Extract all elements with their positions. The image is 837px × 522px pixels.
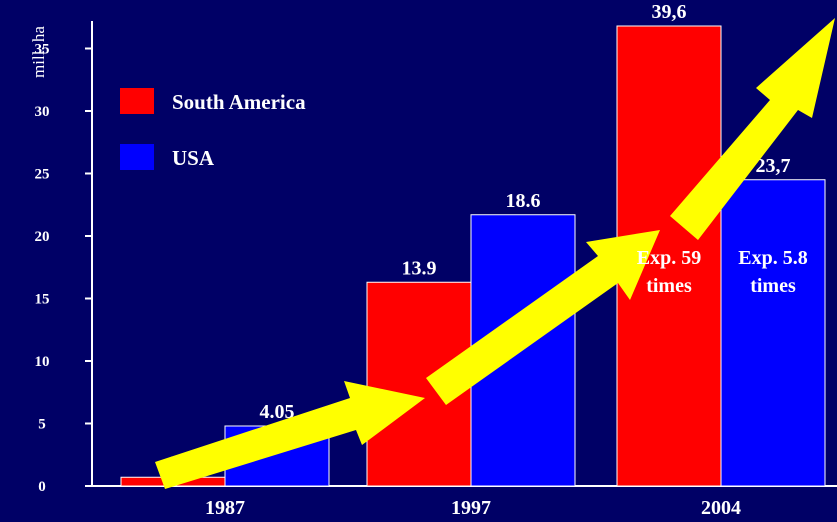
data-label: 13.9: [402, 257, 437, 279]
legend-swatch: [120, 144, 154, 170]
legend-label: South America: [172, 90, 306, 114]
trend-arrow-1: [155, 381, 425, 489]
y-tick-label: 30: [35, 104, 50, 120]
bar-usa-2004: [720, 179, 826, 487]
annotation-text: times: [646, 275, 692, 297]
annotation-text: times: [750, 275, 796, 297]
y-tick-label: 0: [38, 479, 46, 495]
legend-swatch: [120, 88, 154, 114]
data-label: 39,6: [652, 1, 687, 23]
y-tick-label: 20: [35, 229, 50, 245]
data-label: 4.05: [260, 401, 295, 423]
x-category-label: 2004: [701, 497, 741, 519]
y-tick-label: 25: [35, 167, 50, 183]
y-tick-label: 10: [35, 354, 50, 370]
y-tick-label: 5: [38, 417, 46, 433]
data-label: 18.6: [506, 190, 541, 212]
y-tick-label: 35: [35, 42, 50, 58]
data-label: 23,7: [756, 155, 791, 177]
legend-label: USA: [172, 146, 215, 170]
legend: South America USA: [120, 88, 306, 170]
y-axis-label: mill. ha: [29, 26, 48, 78]
x-category-label: 1997: [451, 497, 491, 519]
trend-arrows: [155, 18, 835, 489]
trend-arrow-2: [426, 230, 660, 405]
trend-arrow-3: [670, 18, 835, 240]
annotation-text: Exp. 59: [637, 247, 701, 269]
annotation-text: Exp. 5.8: [738, 247, 807, 269]
x-category-label: 1987: [205, 497, 245, 519]
y-tick-label: 15: [35, 292, 50, 308]
